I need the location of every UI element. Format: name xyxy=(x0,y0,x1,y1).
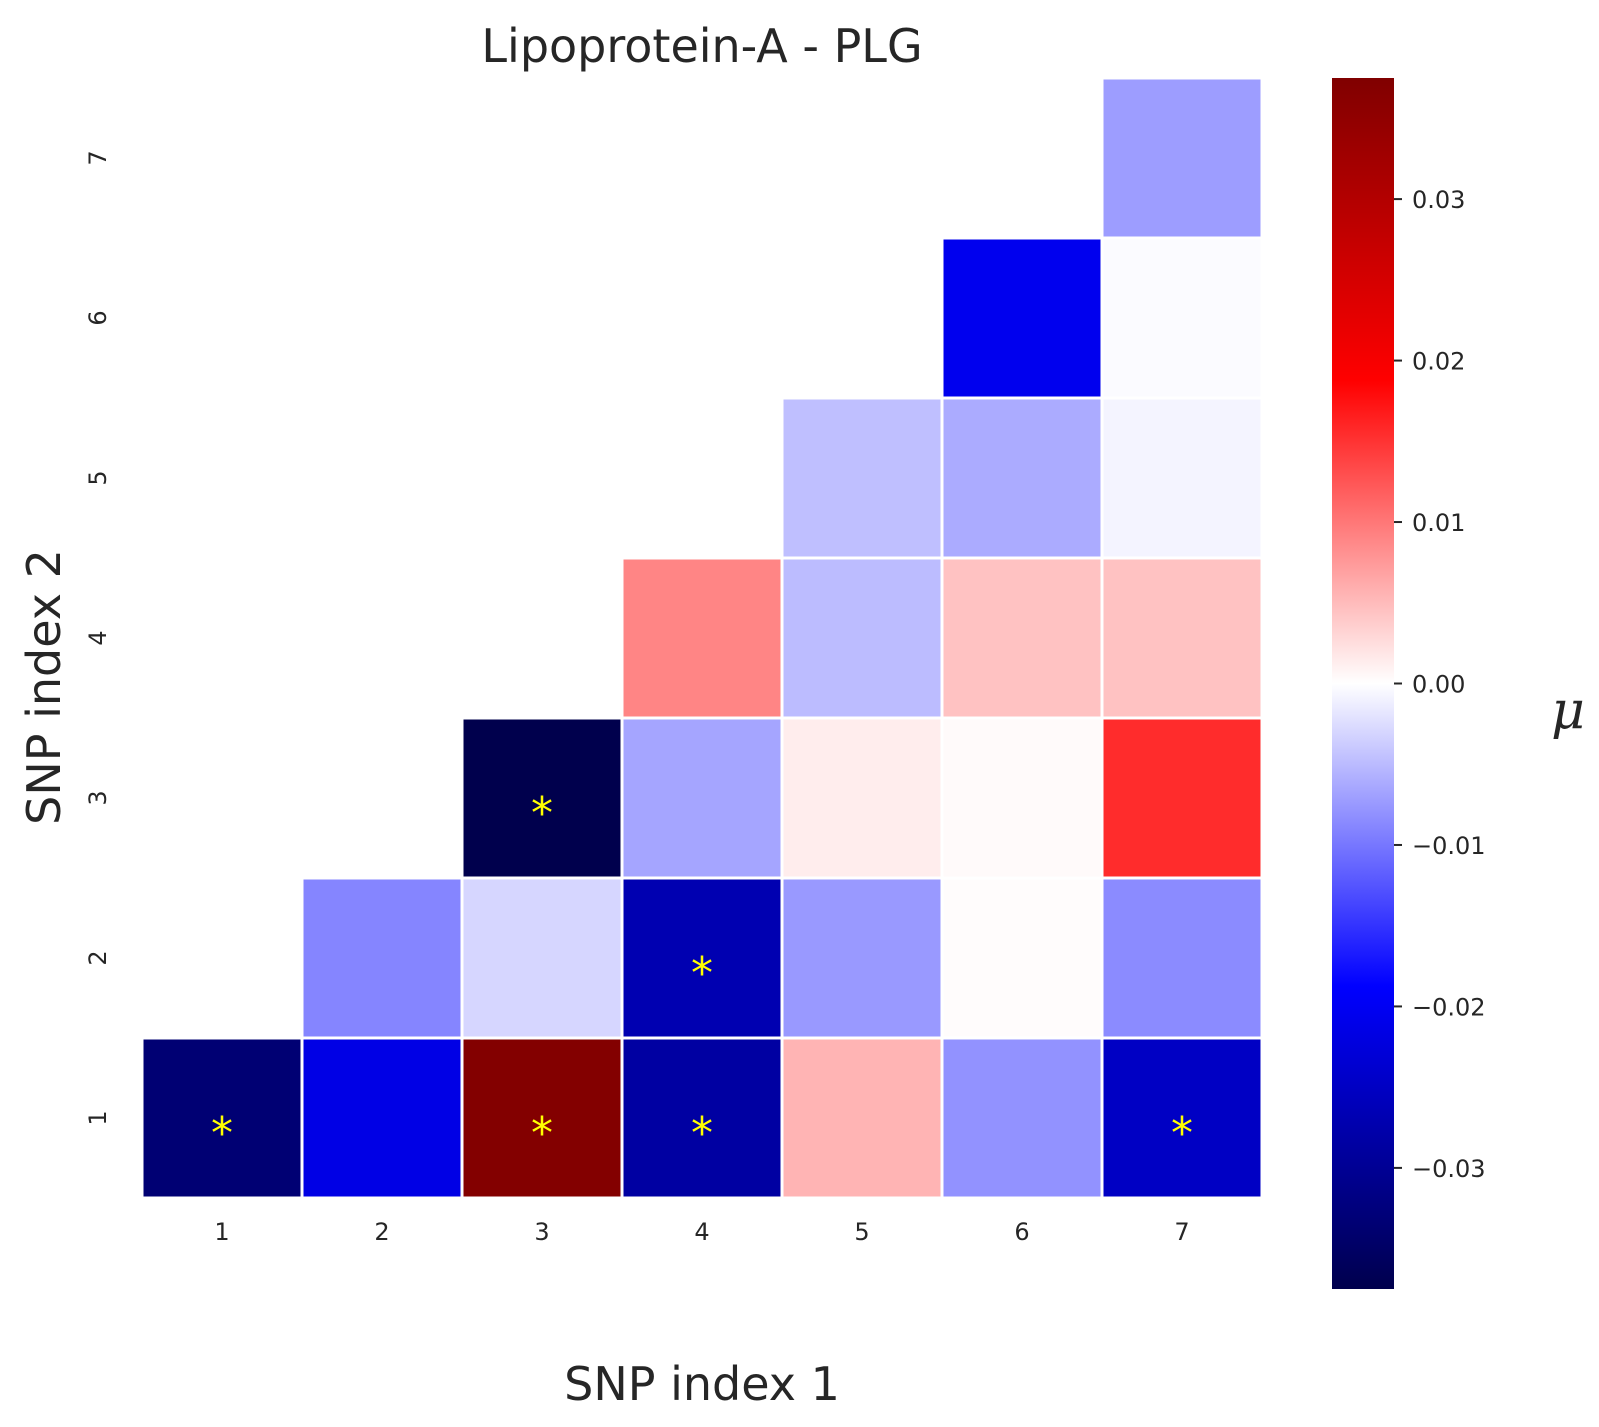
x-tick-label-3: 3 xyxy=(534,1218,549,1246)
heatmap-cell-5-5 xyxy=(780,396,944,560)
heatmap-cell-7-5 xyxy=(1100,396,1264,560)
y-tick-label-6: 6 xyxy=(84,310,112,325)
heatmap-cell-3-3 xyxy=(460,716,624,880)
x-tick-label-7: 7 xyxy=(1174,1218,1189,1246)
heatmap-cell-5-4 xyxy=(780,556,944,720)
heatmap-cell-6-1 xyxy=(940,1036,1104,1200)
x-tick-labels: 1 2 3 4 5 6 7 xyxy=(214,1218,1189,1246)
colorbar-tick-label: 0.02 xyxy=(1412,348,1465,376)
heatmap-cell-6-3 xyxy=(940,716,1104,880)
heatmap-cell-7-6 xyxy=(1100,236,1264,400)
significance-markers: * * * * * * xyxy=(211,788,1193,1159)
heatmap-cell-4-2 xyxy=(620,876,784,1040)
heatmap-cell-4-3 xyxy=(620,716,784,880)
y-tick-label-2: 2 xyxy=(84,950,112,965)
heatmap-cell-7-1 xyxy=(1100,1036,1264,1200)
y-tick-labels: 1 2 3 4 5 6 7 xyxy=(84,150,112,1125)
y-tick-label-1: 1 xyxy=(84,1110,112,1125)
colorbar-tick-label: 0.01 xyxy=(1412,509,1465,537)
significance-marker-3-1: * xyxy=(531,1108,553,1159)
chart-title: Lipoprotein-A - PLG xyxy=(481,19,922,73)
heatmap-cell-5-1 xyxy=(780,1036,944,1200)
heatmap-cell-5-2 xyxy=(780,876,944,1040)
heatmap-cell-7-7 xyxy=(1100,76,1264,240)
colorbar-tick-label: −0.01 xyxy=(1412,832,1486,860)
heatmap-cell-3-1 xyxy=(460,1036,624,1200)
significance-marker-3-3: * xyxy=(531,788,553,839)
heatmap-cell-2-2 xyxy=(300,876,464,1040)
x-tick-label-1: 1 xyxy=(214,1218,229,1246)
colorbar xyxy=(1332,78,1394,1289)
x-tick-label-4: 4 xyxy=(694,1218,709,1246)
heatmap-cell-6-5 xyxy=(940,396,1104,560)
heatmap-cells xyxy=(140,76,1264,1200)
heatmap-cell-6-2 xyxy=(940,876,1104,1040)
x-tick-label-2: 2 xyxy=(374,1218,389,1246)
x-tick-label-6: 6 xyxy=(1014,1218,1029,1246)
significance-marker-7-1: * xyxy=(1171,1108,1193,1159)
heatmap-cell-5-3 xyxy=(780,716,944,880)
colorbar-ticks: 0.03 0.02 0.01 0.00 −0.01 −0.02 −0.03 xyxy=(1394,186,1486,1183)
heatmap-cell-6-4 xyxy=(940,556,1104,720)
colorbar-label: μ xyxy=(1551,681,1585,741)
x-axis-label: SNP index 1 xyxy=(564,1357,840,1411)
colorbar-tick-label: −0.03 xyxy=(1412,1155,1486,1183)
y-tick-label-7: 7 xyxy=(84,150,112,165)
y-tick-label-4: 4 xyxy=(84,630,112,645)
y-axis-label: SNP index 2 xyxy=(17,549,71,825)
significance-marker-4-1: * xyxy=(691,1108,713,1159)
heatmap-cell-7-4 xyxy=(1100,556,1264,720)
heatmap-cell-2-1 xyxy=(300,1036,464,1200)
significance-marker-1-1: * xyxy=(211,1108,233,1159)
heatmap-cell-7-2 xyxy=(1100,876,1264,1040)
y-tick-label-5: 5 xyxy=(84,470,112,485)
heatmap-cell-1-1 xyxy=(140,1036,304,1200)
heatmap-cell-4-4 xyxy=(620,556,784,720)
y-tick-label-3: 3 xyxy=(84,790,112,805)
colorbar-tick-label: 0.00 xyxy=(1412,671,1465,699)
heatmap-cell-6-6 xyxy=(940,236,1104,400)
x-tick-label-5: 5 xyxy=(854,1218,869,1246)
colorbar-tick-label: 0.03 xyxy=(1412,186,1465,214)
heatmap-cell-3-2 xyxy=(460,876,624,1040)
significance-marker-4-2: * xyxy=(691,948,713,999)
colorbar-tick-label: −0.02 xyxy=(1412,993,1486,1021)
heatmap-cell-7-3 xyxy=(1100,716,1264,880)
